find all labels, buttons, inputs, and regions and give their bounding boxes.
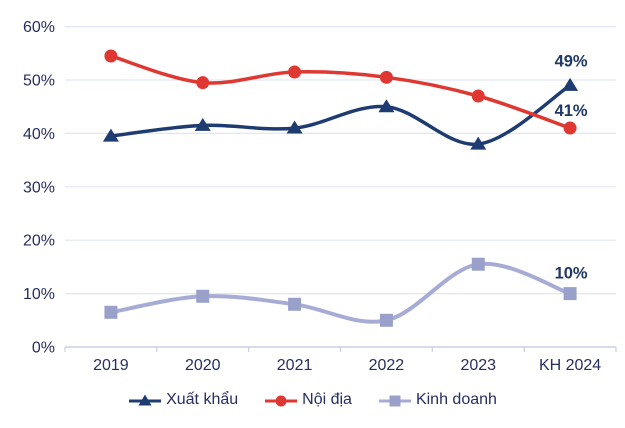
end-data-label: 10% — [555, 265, 588, 283]
x-tick-label: 2021 — [277, 357, 313, 374]
data-point-triangle — [378, 99, 395, 113]
y-tick-label: 20% — [23, 233, 55, 250]
legend-item-xuat-khau[interactable]: Xuất khẩu — [128, 391, 238, 409]
data-point-square — [563, 287, 577, 301]
x-tick-label: 2023 — [460, 357, 496, 374]
x-tick-label: KH 2024 — [539, 357, 601, 374]
data-point-circle — [288, 65, 302, 79]
data-point-triangle — [470, 136, 487, 150]
data-point-triangle — [102, 128, 119, 142]
data-point-triangle — [194, 117, 211, 131]
data-point-square — [471, 257, 485, 271]
legend-label-xuat-khau: Xuất khẩu — [166, 391, 239, 408]
data-point-circle — [104, 49, 118, 63]
y-tick-label: 50% — [23, 73, 55, 90]
legend-label-kinh-doanh: Kinh doanh — [415, 391, 497, 408]
legend-item-kinh-doanh[interactable]: Kinh doanh — [378, 391, 497, 409]
series-line-0 — [109, 83, 572, 146]
y-tick-label: 30% — [23, 179, 55, 196]
triangle-marker-icon — [129, 394, 162, 405]
data-point-square — [104, 305, 118, 319]
legend-item-noi-dia[interactable]: Nội địa — [264, 391, 352, 409]
plot-area: 0% 10% 20% 30% 40% 50% 60% 2019 2020 2021 2022 2023… — [23, 19, 617, 374]
data-point-square — [379, 313, 393, 327]
legend-label-noi-dia: Nội địa — [302, 391, 352, 408]
legend: Xuất khẩu Nội địa Kinh doanh — [0, 391, 625, 409]
data-point-square — [288, 297, 302, 311]
circle-marker-icon — [265, 395, 298, 406]
series-line-1 — [109, 54, 572, 130]
data-point-circle — [471, 89, 485, 103]
data-point-circle — [563, 121, 577, 135]
series-line-2 — [108, 261, 573, 324]
square-marker-icon — [378, 395, 411, 406]
data-point-triangle — [286, 120, 303, 134]
y-tick-label: 60% — [23, 19, 55, 36]
end-data-label: 49% — [555, 52, 588, 70]
y-tick-label: 10% — [23, 286, 55, 303]
x-tick-label: 2022 — [369, 357, 405, 374]
y-tick-label: 0% — [32, 340, 55, 357]
data-point-square — [196, 289, 210, 303]
x-tick-label: 2019 — [93, 357, 129, 374]
y-tick-label: 40% — [23, 126, 55, 143]
data-point-circle — [379, 70, 393, 84]
data-point-circle — [196, 76, 210, 90]
x-tick-label: 2020 — [185, 357, 221, 374]
data-point-triangle — [562, 77, 579, 91]
end-data-label: 41% — [555, 102, 588, 120]
